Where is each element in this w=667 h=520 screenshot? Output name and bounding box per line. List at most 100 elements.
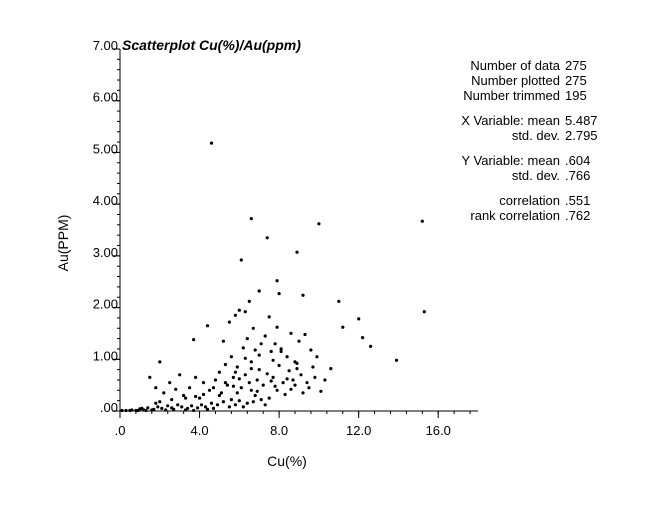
data-point (271, 358, 275, 362)
data-point (227, 320, 231, 324)
y-axis-title: Au(PPM) (55, 215, 71, 272)
data-point (158, 360, 162, 364)
data-point (253, 348, 257, 352)
data-point (277, 363, 281, 368)
data-point (303, 332, 307, 337)
x-tick-label: .0 (115, 423, 126, 438)
data-point (205, 324, 210, 328)
data-point (199, 403, 204, 407)
data-point (247, 299, 251, 303)
data-point (221, 400, 225, 404)
data-point (198, 396, 202, 400)
data-point (261, 383, 265, 387)
data-point (311, 365, 315, 369)
data-point (196, 406, 200, 410)
data-point (285, 377, 289, 381)
data-point (243, 310, 247, 314)
data-point (285, 355, 289, 359)
y-axis: .00 1.00 2.00 3.00 4.00 5.00 6.00 7.00 (93, 38, 121, 415)
data-point (174, 387, 178, 391)
data-point (277, 292, 281, 296)
data-point (184, 396, 188, 400)
stat-value: .766 (565, 168, 590, 183)
data-point (323, 378, 327, 382)
data-point (249, 360, 253, 364)
data-point (156, 405, 160, 409)
data-point (259, 342, 263, 346)
data-point (319, 389, 323, 393)
data-point (140, 406, 144, 410)
data-point (223, 362, 227, 367)
data-point (160, 406, 164, 410)
data-point (231, 375, 235, 379)
stat-value: 195 (565, 88, 587, 103)
y-tick-label: 5.00 (93, 141, 118, 156)
data-point (209, 401, 214, 405)
data-point (176, 403, 180, 407)
data-point (275, 279, 279, 283)
data-point (178, 373, 182, 377)
data-point (259, 398, 263, 402)
data-point (265, 372, 269, 376)
data-point (309, 348, 313, 352)
data-point (313, 375, 317, 379)
data-point (146, 406, 150, 410)
data-point (289, 387, 293, 391)
data-point (243, 373, 247, 377)
stat-value: 275 (565, 73, 587, 88)
data-point (317, 222, 321, 226)
data-point (249, 367, 253, 371)
data-point (341, 325, 345, 329)
data-point (239, 258, 243, 262)
data-point (207, 388, 212, 392)
data-point (295, 367, 299, 371)
data-point (255, 389, 259, 393)
data-point (148, 375, 152, 379)
stat-label: Number of data (470, 58, 560, 73)
data-point (337, 299, 341, 303)
data-point (279, 349, 283, 354)
data-point (209, 141, 214, 145)
data-point (162, 391, 166, 395)
x-tick-label: 8.0 (270, 423, 288, 438)
data-point (297, 339, 301, 343)
y-tick-label: 4.00 (93, 193, 118, 208)
data-point (247, 381, 251, 385)
data-point (315, 355, 319, 359)
stat-label: Number trimmed (463, 88, 560, 103)
data-point (287, 369, 291, 373)
data-point (233, 370, 237, 374)
data-point (245, 401, 249, 405)
stat-label: std. dev. (512, 168, 560, 183)
data-point (263, 334, 267, 338)
data-point (231, 384, 235, 388)
data-point (307, 386, 311, 390)
data-point (144, 408, 148, 413)
data-point (237, 308, 241, 312)
y-tick-label: .00 (100, 400, 118, 415)
data-point (251, 326, 255, 330)
y-tick-label: 6.00 (93, 90, 118, 105)
data-point (257, 353, 261, 357)
data-point (194, 394, 198, 399)
data-point (243, 356, 247, 360)
data-point (217, 370, 221, 374)
stat-value: .762 (565, 208, 590, 223)
y-tick-label: 3.00 (93, 245, 118, 260)
x-tick-label: 16.0 (426, 423, 451, 438)
data-point (291, 378, 295, 382)
data-point (281, 381, 285, 385)
data-point (233, 403, 237, 407)
data-point (249, 388, 253, 392)
stat-label: Y Variable: mean (461, 153, 560, 168)
y-tick-label: 2.00 (93, 297, 118, 312)
data-point (182, 393, 186, 398)
x-axis-title: Cu(%) (267, 453, 307, 469)
data-point (235, 391, 239, 395)
data-point (203, 405, 208, 409)
data-point (184, 408, 188, 412)
data-point (154, 401, 158, 405)
data-point (249, 217, 253, 221)
data-point (192, 408, 196, 413)
data-point (267, 396, 271, 400)
